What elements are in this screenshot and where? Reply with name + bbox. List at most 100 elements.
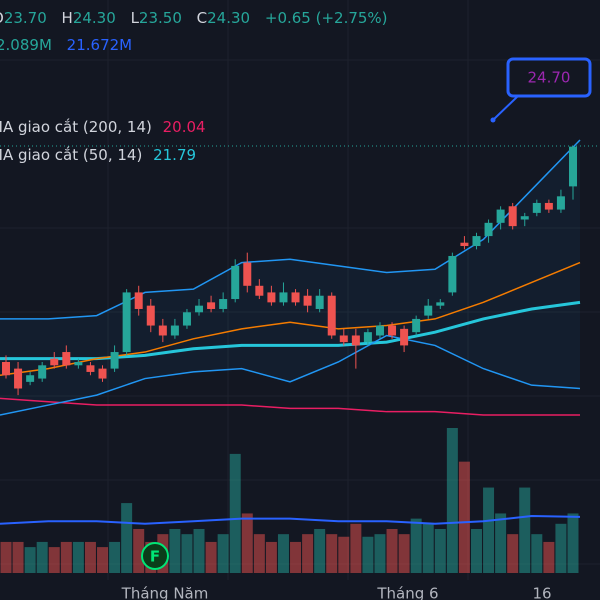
volume-bar [253, 534, 265, 573]
candle-body [231, 265, 240, 300]
volume-bar [458, 461, 470, 573]
candle-body [460, 242, 469, 247]
volume-bar [277, 534, 289, 573]
candle-body [496, 209, 505, 223]
volume-bar [290, 541, 302, 573]
h-label: H [62, 9, 73, 27]
candle-body [134, 292, 143, 309]
candle-body [158, 325, 167, 336]
change: +0.65 (+2.75%) [265, 9, 388, 27]
volume-bar [217, 534, 229, 573]
volume-bar [567, 513, 579, 573]
volume-bar [362, 536, 374, 573]
candle-body [110, 352, 119, 369]
volume-bar [350, 523, 362, 573]
volume-bar [169, 528, 181, 573]
volume-ma-line [0, 515, 581, 525]
candle-body [400, 328, 409, 346]
candle-body [38, 365, 47, 379]
candle-body [375, 325, 384, 336]
volume-bar [434, 528, 446, 573]
volume-bar [60, 541, 72, 573]
candle-body [146, 305, 155, 326]
volume-bar [84, 541, 96, 573]
candle-body [243, 262, 252, 286]
volume-bar [543, 541, 555, 573]
legend-volume: 2.089M 21.672M [0, 36, 132, 54]
candle-body [303, 295, 312, 306]
candle-body [14, 368, 23, 389]
volume-bar [495, 513, 507, 573]
candle-body [50, 358, 59, 366]
volume-bar [205, 541, 217, 573]
candle-body [74, 361, 83, 366]
candle-body [448, 255, 457, 293]
volume-bar [302, 534, 314, 573]
o-value: 23.70 [4, 9, 47, 27]
ma-value: 21.79 [153, 146, 196, 164]
callout-box [506, 57, 592, 98]
callout-pointer [492, 95, 519, 121]
plot [0, 139, 581, 573]
candle-body [436, 302, 445, 306]
candle-body [388, 325, 397, 336]
volume-bar [24, 547, 36, 573]
candle-body [508, 206, 517, 227]
x-tick-label: Tháng 6 [376, 585, 438, 600]
candle-body [424, 305, 433, 316]
candle-body [170, 325, 179, 336]
candle-body [207, 302, 216, 309]
volume-bar [241, 513, 253, 573]
ma-value: 20.04 [163, 118, 206, 136]
volume-bar [483, 487, 495, 573]
volume-bar [121, 503, 133, 573]
volume-bar [338, 536, 350, 573]
candle-body [267, 292, 276, 303]
volume-bar [72, 541, 84, 573]
candle-body [569, 146, 577, 187]
volume-bar [446, 428, 458, 573]
volume-bar [326, 534, 338, 573]
ma-name: MA giao cắt (50, 14) [0, 146, 142, 164]
indicator-line [0, 139, 581, 320]
candle-body [219, 299, 228, 309]
candle-body [327, 295, 336, 336]
candle-body [315, 295, 324, 309]
l-label: L [131, 9, 140, 27]
c-label: C [197, 9, 207, 27]
candle-body [472, 236, 481, 247]
volume-bar [12, 541, 24, 573]
o-label: O [0, 9, 4, 27]
candle-body [556, 196, 565, 210]
candle-body [532, 202, 541, 213]
volume-bar [109, 541, 121, 573]
volume-bar [0, 541, 12, 573]
legend-ohlc: O23.70 H24.30 L23.50 C24.30 +0.65 (+2.75… [0, 9, 388, 27]
legend-ma50: MA giao cắt (50, 14) 21.79 [0, 146, 196, 164]
ma-name: MA giao cắt (200, 14) [0, 118, 152, 136]
candle-body [255, 285, 264, 296]
candle-body [339, 335, 348, 343]
volume-bar [555, 523, 567, 573]
volume-bar [265, 541, 277, 573]
volume-bar [97, 547, 109, 573]
volume-bar [398, 534, 410, 573]
candle-body [412, 318, 421, 333]
legend-ma200: MA giao cắt (200, 14) 20.04 [0, 118, 206, 136]
candle-body [182, 312, 191, 326]
volume-bar [133, 528, 145, 573]
candle-body [122, 292, 131, 353]
volume-bar [314, 528, 326, 573]
candle-body [195, 305, 204, 313]
band-fill [0, 140, 580, 415]
volume-bar [193, 528, 205, 573]
candle-body [98, 368, 107, 379]
indicator-line [0, 397, 580, 416]
volume-bar [422, 523, 434, 573]
x-tick-label: Tháng Năm [121, 585, 209, 600]
volume-value: 2.089M [0, 36, 52, 54]
event-badge[interactable] [141, 542, 169, 570]
indicator-line [0, 334, 581, 416]
